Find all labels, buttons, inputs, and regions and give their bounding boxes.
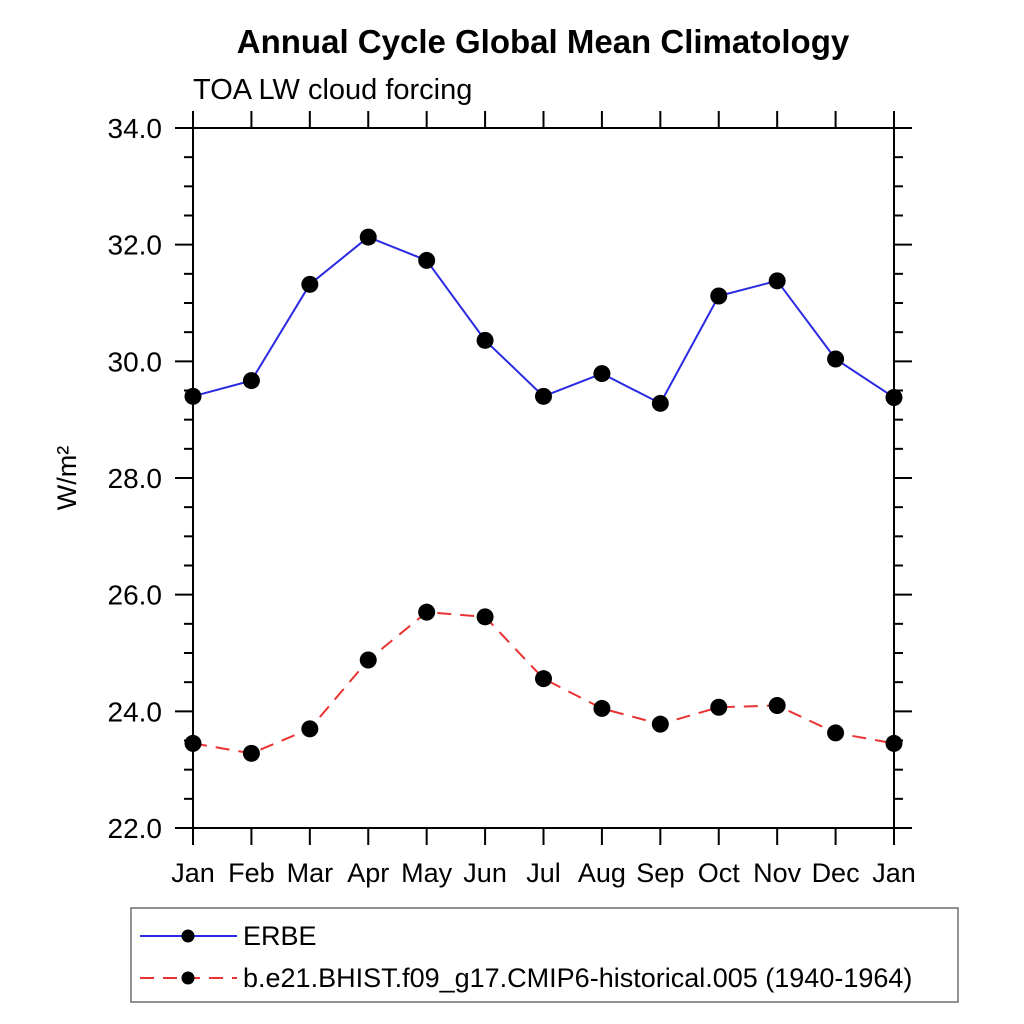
y-tick-label: 24.0 (108, 696, 163, 727)
data-point (535, 387, 552, 405)
x-tick-label: Jan (872, 858, 916, 888)
x-tick-label: Jan (171, 858, 215, 888)
y-tick-label: 22.0 (108, 813, 163, 844)
y-tick-label: 30.0 (108, 346, 163, 377)
y-tick-label: 26.0 (108, 580, 163, 611)
x-tick-label: Feb (228, 858, 275, 888)
data-point (476, 331, 494, 349)
x-tick-label: Jul (526, 858, 561, 888)
data-point (301, 720, 319, 738)
data-point (242, 372, 260, 390)
y-tick-label: 28.0 (108, 463, 163, 494)
y-tick-label: 32.0 (108, 230, 163, 261)
data-point (768, 697, 786, 714)
data-point (885, 389, 903, 406)
x-tick-label: Oct (698, 858, 741, 888)
data-point (651, 715, 669, 733)
legend: ERBE b.e21.BHIST.f09_g17.CMIP6-historical… (130, 907, 959, 1003)
data-point (184, 734, 202, 752)
x-tick-label: Dec (812, 858, 860, 888)
plot-area: Jan Feb Mar Apr May Jun Jul Aug Sep Oct Nov Dec Jan 2… (108, 111, 916, 888)
x-tick-label: Aug (578, 858, 626, 888)
data-point (593, 699, 611, 717)
chart-title: Annual Cycle Global Mean Climatology (237, 23, 850, 60)
legend-entry-label: b.e21.BHIST.f09_g17.CMIP6-historical.005… (243, 963, 912, 993)
data-point (593, 365, 611, 383)
data-point (359, 651, 377, 669)
y-axis-label: W/m² (52, 446, 82, 510)
data-point (710, 287, 728, 305)
data-point (418, 603, 436, 621)
data-point (184, 387, 202, 405)
data-point (827, 724, 845, 742)
x-tick-label: Nov (753, 858, 802, 888)
chart-subtitle: TOA LW cloud forcing (193, 74, 472, 106)
data-point (359, 228, 377, 246)
plot-frame (192, 127, 895, 829)
data-point (885, 734, 903, 752)
data-point (242, 744, 260, 762)
x-tick-label: Mar (287, 858, 334, 888)
y-tick-label: 34.0 (108, 113, 163, 144)
legend-entry-label: ERBE (243, 921, 317, 951)
x-tick-label: Apr (347, 858, 389, 888)
x-tick-label: May (401, 858, 453, 888)
data-point (710, 698, 728, 716)
data-point (827, 350, 845, 368)
series-line-solid (192, 235, 895, 405)
data-point (418, 251, 436, 269)
legend-marker (181, 971, 195, 985)
x-tick-label: Jun (463, 858, 507, 888)
data-point (651, 394, 669, 412)
x-tick-label: Sep (636, 858, 684, 888)
data-point (535, 670, 552, 688)
legend-box (130, 907, 959, 1003)
data-point (301, 275, 319, 293)
data-point (476, 608, 494, 626)
data-point (768, 272, 786, 290)
legend-marker (181, 929, 195, 943)
